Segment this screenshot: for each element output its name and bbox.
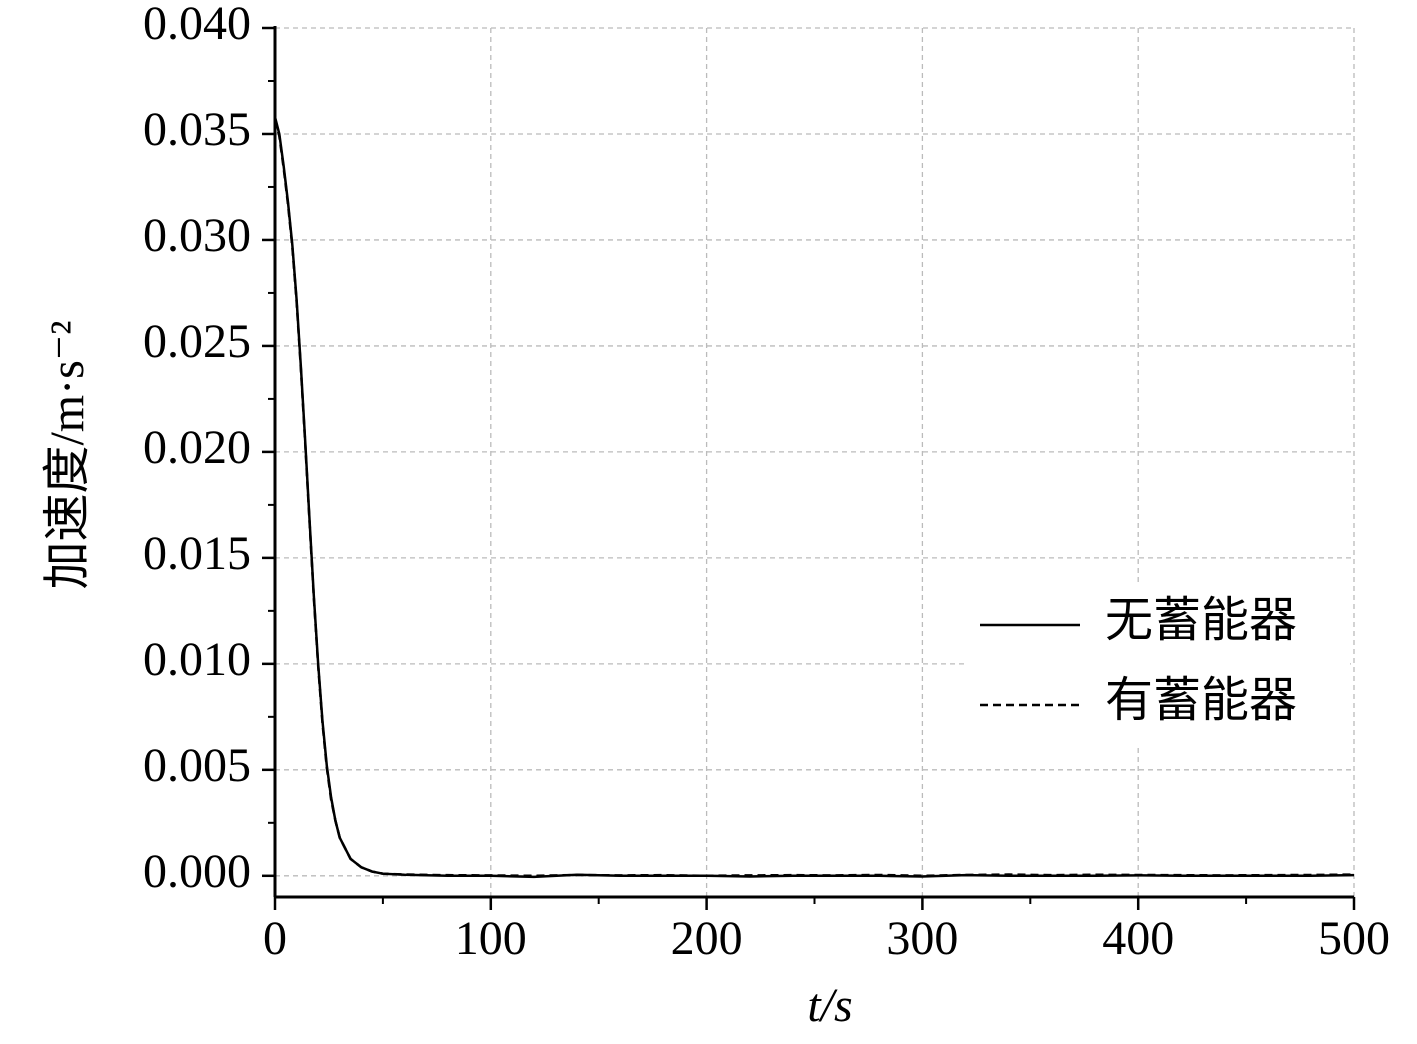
y-tick-label: 0.030	[143, 209, 251, 262]
y-tick-label: 0.025	[143, 315, 251, 368]
x-axis-label: t/s	[807, 979, 852, 1032]
y-tick-label: 0.040	[143, 0, 251, 50]
y-tick-label: 0.015	[143, 527, 251, 580]
y-tick-label: 0.000	[143, 845, 251, 898]
series-line	[273, 116, 1355, 879]
legend-label: 有蓄能器	[1105, 674, 1297, 727]
series-line	[273, 118, 1355, 878]
x-tick-label: 200	[671, 912, 743, 965]
x-tick-label: 400	[1102, 912, 1174, 965]
legend-box	[965, 585, 1350, 745]
x-tick-label: 100	[455, 912, 527, 965]
y-axis-label: 加速度/m·s⁻²	[41, 320, 94, 589]
y-tick-label: 0.020	[143, 421, 251, 474]
y-tick-label: 0.010	[143, 633, 251, 686]
x-tick-label: 500	[1318, 912, 1390, 965]
y-tick-label: 0.035	[143, 103, 251, 156]
y-tick-label: 0.005	[143, 739, 251, 792]
legend-label: 无蓄能器	[1105, 594, 1297, 647]
x-tick-label: 300	[886, 912, 958, 965]
x-tick-label: 0	[263, 912, 287, 965]
